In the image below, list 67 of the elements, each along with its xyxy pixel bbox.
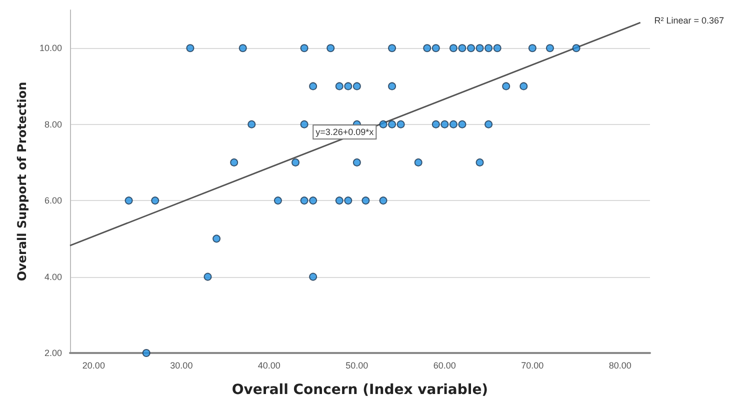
point	[528, 44, 536, 52]
point	[309, 272, 318, 281]
y-tick-label: 8.00	[44, 119, 62, 130]
point	[388, 120, 396, 128]
point	[396, 120, 405, 128]
point	[388, 82, 396, 90]
point	[309, 196, 318, 205]
point	[440, 120, 449, 128]
point	[414, 158, 422, 166]
point	[300, 120, 308, 128]
point	[476, 158, 484, 166]
point	[344, 82, 352, 90]
point	[502, 82, 510, 90]
point	[335, 196, 344, 205]
x-axis-title: Overall Concern (Index variable)	[232, 382, 488, 398]
point	[467, 44, 475, 52]
y-tick-label: 4.00	[44, 272, 62, 282]
point	[546, 44, 554, 52]
point	[520, 82, 528, 90]
y-axis-title: Overall Support of Protection	[15, 82, 29, 282]
point	[142, 349, 150, 357]
point	[484, 44, 493, 52]
y-tick-label: 10.00	[39, 43, 62, 54]
point	[476, 44, 484, 52]
x-tick-label: 60.00	[433, 360, 456, 370]
point	[230, 158, 238, 166]
point	[292, 158, 300, 166]
point	[186, 44, 194, 52]
point	[423, 44, 432, 52]
point	[344, 196, 352, 205]
point	[352, 158, 361, 166]
point	[458, 44, 466, 52]
point	[432, 120, 440, 128]
point	[458, 120, 466, 128]
x-tick-label: 30.00	[170, 360, 193, 370]
point	[326, 44, 335, 52]
point	[388, 44, 396, 52]
point	[238, 44, 247, 52]
point	[212, 234, 221, 243]
text: R² Linear = 0.367	[654, 16, 724, 26]
point	[335, 82, 344, 90]
y-tick-label: 2.00	[44, 348, 62, 358]
x-tick-label: 20.00	[82, 360, 105, 370]
point	[248, 120, 256, 128]
point	[379, 120, 388, 128]
annotation: y=3.26+0.09*x	[316, 126, 374, 137]
point	[204, 272, 212, 281]
x-tick-label: 50.00	[346, 360, 368, 370]
point	[352, 82, 361, 90]
point	[151, 196, 160, 205]
point	[124, 196, 133, 205]
point	[309, 82, 318, 90]
point	[300, 196, 308, 205]
point	[449, 44, 458, 52]
point	[484, 120, 493, 128]
point	[362, 196, 370, 205]
y-tick-label: 6.00	[44, 196, 62, 206]
point	[274, 196, 282, 205]
point	[493, 44, 502, 52]
x-tick-label: 70.00	[521, 360, 544, 370]
point	[449, 120, 458, 128]
x-tick-label: 80.00	[608, 360, 632, 370]
point	[379, 196, 388, 205]
point	[572, 44, 580, 52]
point	[432, 44, 440, 52]
x-tick-label: 40.00	[258, 360, 280, 370]
point	[300, 44, 308, 52]
